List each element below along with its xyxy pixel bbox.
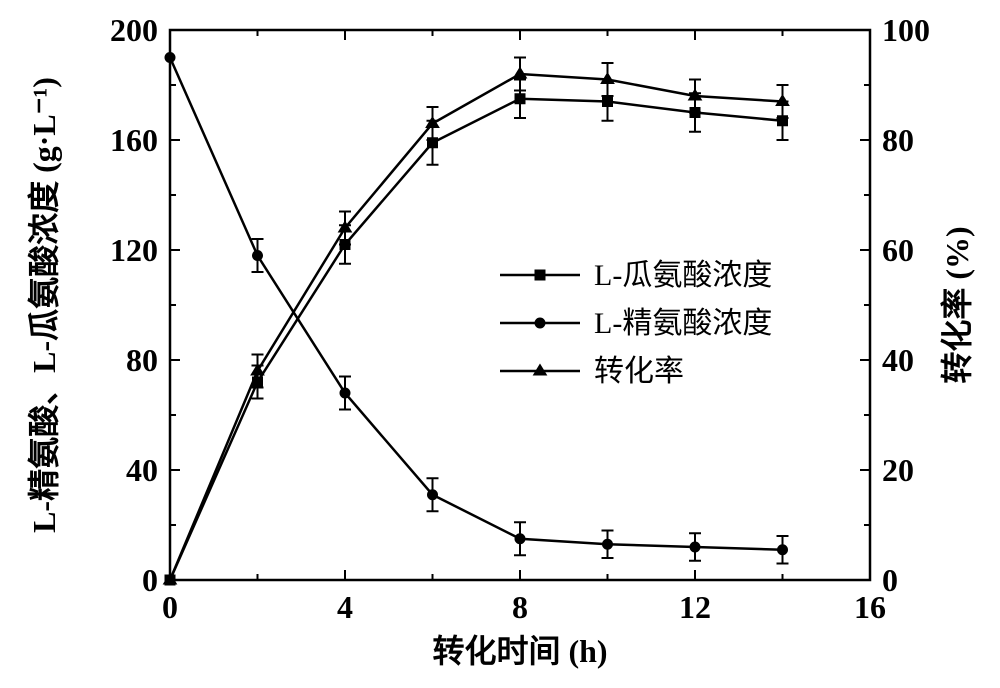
y-left-tick-label: 40 <box>126 452 158 488</box>
y-right-tick-label: 40 <box>882 342 914 378</box>
chart-figure: 048121604080120160200020406080100转化时间 (h… <box>0 0 1000 688</box>
y-right-tick-label: 100 <box>882 12 930 48</box>
chart-svg: 048121604080120160200020406080100转化时间 (h… <box>0 0 1000 688</box>
x-axis-label: 转化时间 (h) <box>432 633 607 669</box>
x-tick-label: 8 <box>512 589 528 625</box>
y-right-tick-label: 20 <box>882 452 914 488</box>
y-right-tick-label: 60 <box>882 232 914 268</box>
legend-item-label: 转化率 <box>594 355 684 388</box>
y-left-tick-label: 160 <box>110 122 158 158</box>
legend-item-label: L-瓜氨酸浓度 <box>594 259 772 292</box>
y-left-tick-label: 200 <box>110 12 158 48</box>
y-right-tick-label: 80 <box>882 122 914 158</box>
x-tick-label: 0 <box>162 589 178 625</box>
y-right-tick-label: 0 <box>882 562 898 598</box>
y-left-tick-label: 0 <box>142 562 158 598</box>
x-tick-label: 4 <box>337 589 353 625</box>
y-right-axis-label: 转化率 (%) <box>939 226 975 383</box>
y-left-axis-label: L-精氨酸、L-瓜氨酸浓度 (g·L⁻¹) <box>26 77 62 533</box>
legend-item-label: L-精氨酸浓度 <box>594 307 772 340</box>
y-left-tick-label: 80 <box>126 342 158 378</box>
y-left-tick-label: 120 <box>110 232 158 268</box>
legend: L-瓜氨酸浓度 L-精氨酸浓度转化率 <box>500 259 772 388</box>
x-tick-label: 12 <box>679 589 711 625</box>
